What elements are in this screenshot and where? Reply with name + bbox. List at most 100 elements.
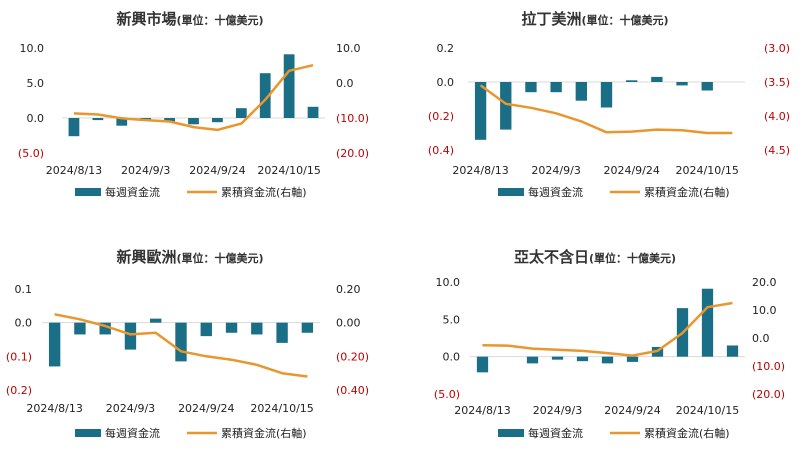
right-axis-tick-label: (10.0)	[336, 112, 369, 125]
weekly-flow-bar	[575, 82, 587, 101]
right-axis-tick-label: (0.40)	[336, 384, 369, 397]
right-axis-tick-label: (20.0)	[752, 388, 785, 401]
weekly-flow-bar	[225, 322, 238, 333]
legend-line-label: 累積資金流(右軸)	[644, 185, 730, 199]
x-axis-tick-label: 2024/10/15	[676, 404, 739, 417]
x-axis-tick-label: 2024/10/15	[250, 402, 313, 415]
weekly-flow-bar	[525, 82, 537, 93]
chart-title-unit: (單位：十億美元)	[176, 251, 263, 265]
chart-title-main: 拉丁美洲	[521, 10, 581, 28]
right-axis-tick-label: (4.5)	[764, 144, 790, 157]
chart-panel-3: 新興歐洲(單位：十億美元) 0.1 0.0 (0.1) (0.2) 0.20 0.00 (0.…	[6, 248, 369, 440]
right-axis-tick-label: (0.20)	[336, 350, 369, 363]
x-axis-tick-label: 2024/8/13	[26, 402, 82, 415]
weekly-flow-bar	[626, 356, 639, 362]
weekly-flow-bar	[259, 73, 271, 118]
cumulative-flow-line	[479, 84, 733, 135]
left-axis-tick-label: 0.1	[15, 283, 33, 296]
weekly-flow-bar	[124, 322, 137, 350]
chart-title-main: 新興市場	[116, 10, 176, 28]
x-axis-tick-label: 2024/8/13	[454, 404, 510, 417]
legend-bar-swatch	[498, 429, 524, 437]
weekly-flow-bar	[188, 118, 199, 125]
chart-title: 新興市場(單位：十億美元)	[116, 10, 263, 28]
left-axis-tick-label: 5.0	[443, 313, 461, 326]
weekly-flow-bar	[474, 82, 487, 140]
chart-legend: 每週資金流 累積資金流(右軸)	[75, 185, 307, 199]
left-axis-tick-label: 0.2	[437, 42, 455, 55]
legend-bar-label: 每週資金流	[105, 185, 160, 199]
x-axis-tick-label: 2024/9/3	[533, 404, 582, 417]
left-axis-tick-label: 0.0	[443, 351, 461, 364]
weekly-flow-bar	[164, 118, 175, 123]
right-axis-tick-label: (10.0)	[752, 360, 785, 373]
left-axis-tick-label: 0.0	[15, 317, 33, 330]
weekly-flow-bar	[301, 322, 314, 333]
right-axis-tick-label: 0.20	[336, 283, 361, 296]
legend-bar-swatch	[498, 188, 524, 196]
right-axis-tick-label: (3.0)	[764, 42, 790, 55]
weekly-flow-bar	[74, 322, 86, 335]
legend-bar-label: 每週資金流	[528, 426, 583, 440]
right-axis-tick-label: 0.0	[752, 332, 770, 345]
legend-bar-label: 每週資金流	[528, 185, 583, 199]
chart-title-main: 亞太不含日	[514, 248, 589, 266]
left-axis-tick-label: 10.0	[20, 42, 45, 55]
x-axis-tick-label: 2024/9/3	[531, 164, 580, 177]
weekly-flow-bar	[476, 356, 489, 373]
weekly-flow-bar	[307, 106, 319, 118]
right-axis-tick-label: (20.0)	[336, 147, 369, 160]
weekly-flow-bar	[651, 76, 663, 82]
weekly-flow-bar	[701, 82, 713, 91]
left-axis-tick-label: (5.0)	[434, 388, 460, 401]
right-axis-tick-label: 10.0	[336, 42, 361, 55]
weekly-flow-bar	[68, 118, 80, 137]
chart-legend: 每週資金流 累積資金流(右軸)	[75, 426, 307, 440]
chart-title-unit: (單位：十億美元)	[589, 251, 676, 265]
legend-bar-swatch	[75, 429, 101, 437]
weekly-flow-bar	[276, 322, 288, 343]
cumulative-flow-line	[73, 63, 314, 132]
weekly-flow-bar	[99, 322, 111, 335]
right-axis-tick-label: (3.5)	[764, 76, 790, 89]
weekly-flow-bar	[92, 118, 104, 121]
legend-line-label: 累積資金流(右軸)	[221, 426, 307, 440]
weekly-flow-bar	[150, 318, 162, 323]
weekly-flow-bar	[283, 54, 295, 118]
cumulative-flow-line	[482, 301, 733, 357]
left-axis-tick-label: (0.1)	[6, 350, 32, 363]
right-axis-tick-label: 10.0	[752, 304, 777, 317]
right-axis-tick-label: 0.0	[336, 77, 354, 90]
chart-panel-4: 亞太不含日(單位：十億美元) 10.0 5.0 0.0 (5.0) 20.0 10.0 0.0…	[434, 248, 785, 440]
chart-title-unit: (單位：十億美元)	[581, 13, 668, 27]
x-axis-tick-label: 2024/9/24	[189, 164, 245, 177]
left-axis-tick-label: 0.0	[27, 112, 45, 125]
weekly-flow-bar	[701, 288, 714, 357]
chart-legend: 每週資金流 累積資金流(右軸)	[498, 185, 730, 199]
legend-bar-label: 每週資金流	[105, 426, 160, 440]
x-axis-tick-label: 2024/9/24	[604, 404, 660, 417]
chart-legend: 每週資金流 累積資金流(右軸)	[498, 426, 730, 440]
weekly-flow-bar	[626, 80, 638, 82]
chart-panel-2: 拉丁美洲(單位：十億美元) 0.2 0.0 (0.2) (0.4) (3.0) (3.5) (…	[428, 10, 790, 199]
left-axis-tick-label: (0.2)	[428, 110, 454, 123]
chart-title-main: 新興歐洲	[116, 248, 176, 266]
cumulative-flow-line	[54, 313, 308, 378]
weekly-flow-bar	[200, 322, 212, 337]
chart-title: 拉丁美洲(單位：十億美元)	[521, 10, 668, 28]
legend-line-label: 累積資金流(右軸)	[644, 426, 730, 440]
weekly-flow-bar	[251, 322, 263, 335]
weekly-flow-bar	[676, 82, 688, 86]
chart-title: 新興歐洲(單位：十億美元)	[116, 248, 263, 266]
x-axis-tick-label: 2024/9/3	[106, 402, 155, 415]
x-axis-tick-label: 2024/9/24	[603, 164, 659, 177]
left-axis-tick-label: 10.0	[436, 276, 461, 289]
x-axis-tick-label: 2024/9/3	[121, 164, 170, 177]
weekly-flow-bar	[212, 118, 223, 123]
legend-bar-swatch	[75, 188, 101, 196]
x-axis-tick-label: 2024/8/13	[452, 164, 508, 177]
weekly-flow-bar	[500, 82, 512, 130]
weekly-flow-bar	[551, 356, 564, 360]
weekly-flow-bar	[726, 345, 739, 357]
